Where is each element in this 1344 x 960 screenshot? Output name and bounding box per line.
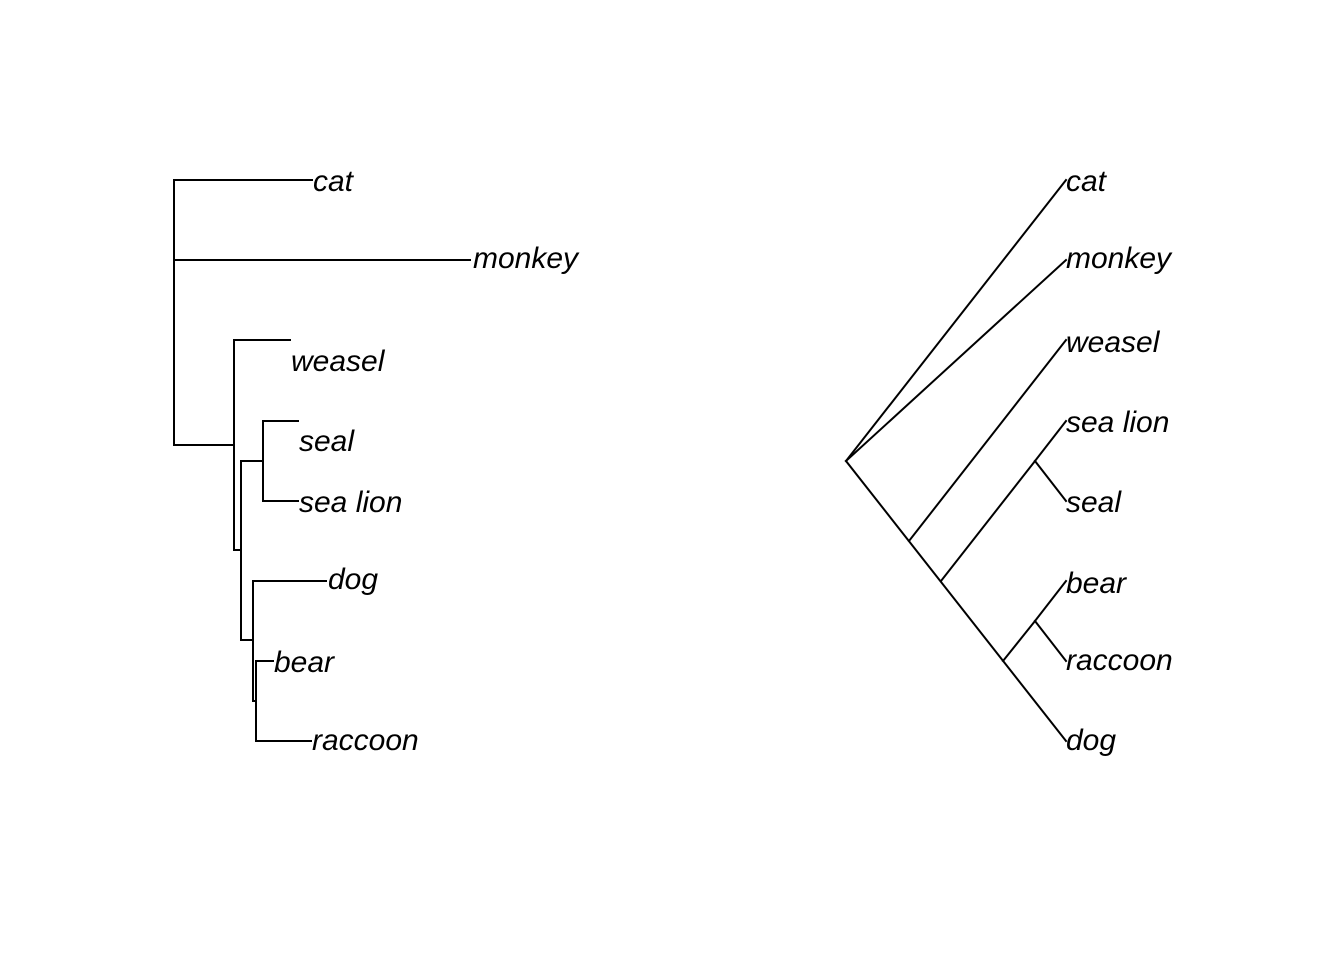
tip-label: sea lion	[1066, 406, 1169, 439]
tip-label: dog	[1066, 724, 1116, 757]
cladogram-tip-labels: cat monkey weasel sea lion seal bear rac…	[1066, 165, 1173, 757]
phylogram-branches	[173, 179, 471, 742]
branch-pinnipeds	[939, 459, 1037, 583]
tip-label: dog	[328, 563, 378, 596]
phylogram-tree: cat monkey weasel seal sea lion dog bear…	[173, 165, 580, 757]
tip-label: bear	[1066, 567, 1127, 600]
phylogram-tip-labels: cat monkey weasel seal sea lion dog bear…	[274, 165, 580, 757]
cladogram-branches	[844, 178, 1068, 743]
branch-seal	[1033, 459, 1068, 503]
cladogram-tree: cat monkey weasel sea lion seal bear rac…	[844, 165, 1173, 757]
tip-label: seal	[1066, 486, 1122, 519]
tip-label: weasel	[1066, 326, 1161, 359]
tip-label: bear	[274, 646, 335, 679]
tip-label: monkey	[473, 242, 580, 275]
branch-bear	[1033, 579, 1068, 623]
tip-label: monkey	[1066, 242, 1173, 275]
tip-label: sea lion	[299, 486, 402, 519]
branch-bear-raccoon	[1001, 619, 1037, 663]
branch-cat	[844, 178, 1068, 463]
tip-label: weasel	[291, 345, 386, 378]
tip-label: raccoon	[1066, 644, 1173, 677]
tip-label: seal	[299, 425, 355, 458]
branch-carnivores	[844, 459, 1068, 743]
branch-sea-lion	[1033, 419, 1068, 463]
branch-monkey	[844, 258, 1068, 463]
tip-label: raccoon	[312, 724, 419, 757]
tip-label: cat	[1066, 165, 1108, 198]
branch-weasel	[907, 338, 1068, 543]
tip-label: cat	[313, 165, 355, 198]
branch-raccoon	[1033, 619, 1068, 663]
